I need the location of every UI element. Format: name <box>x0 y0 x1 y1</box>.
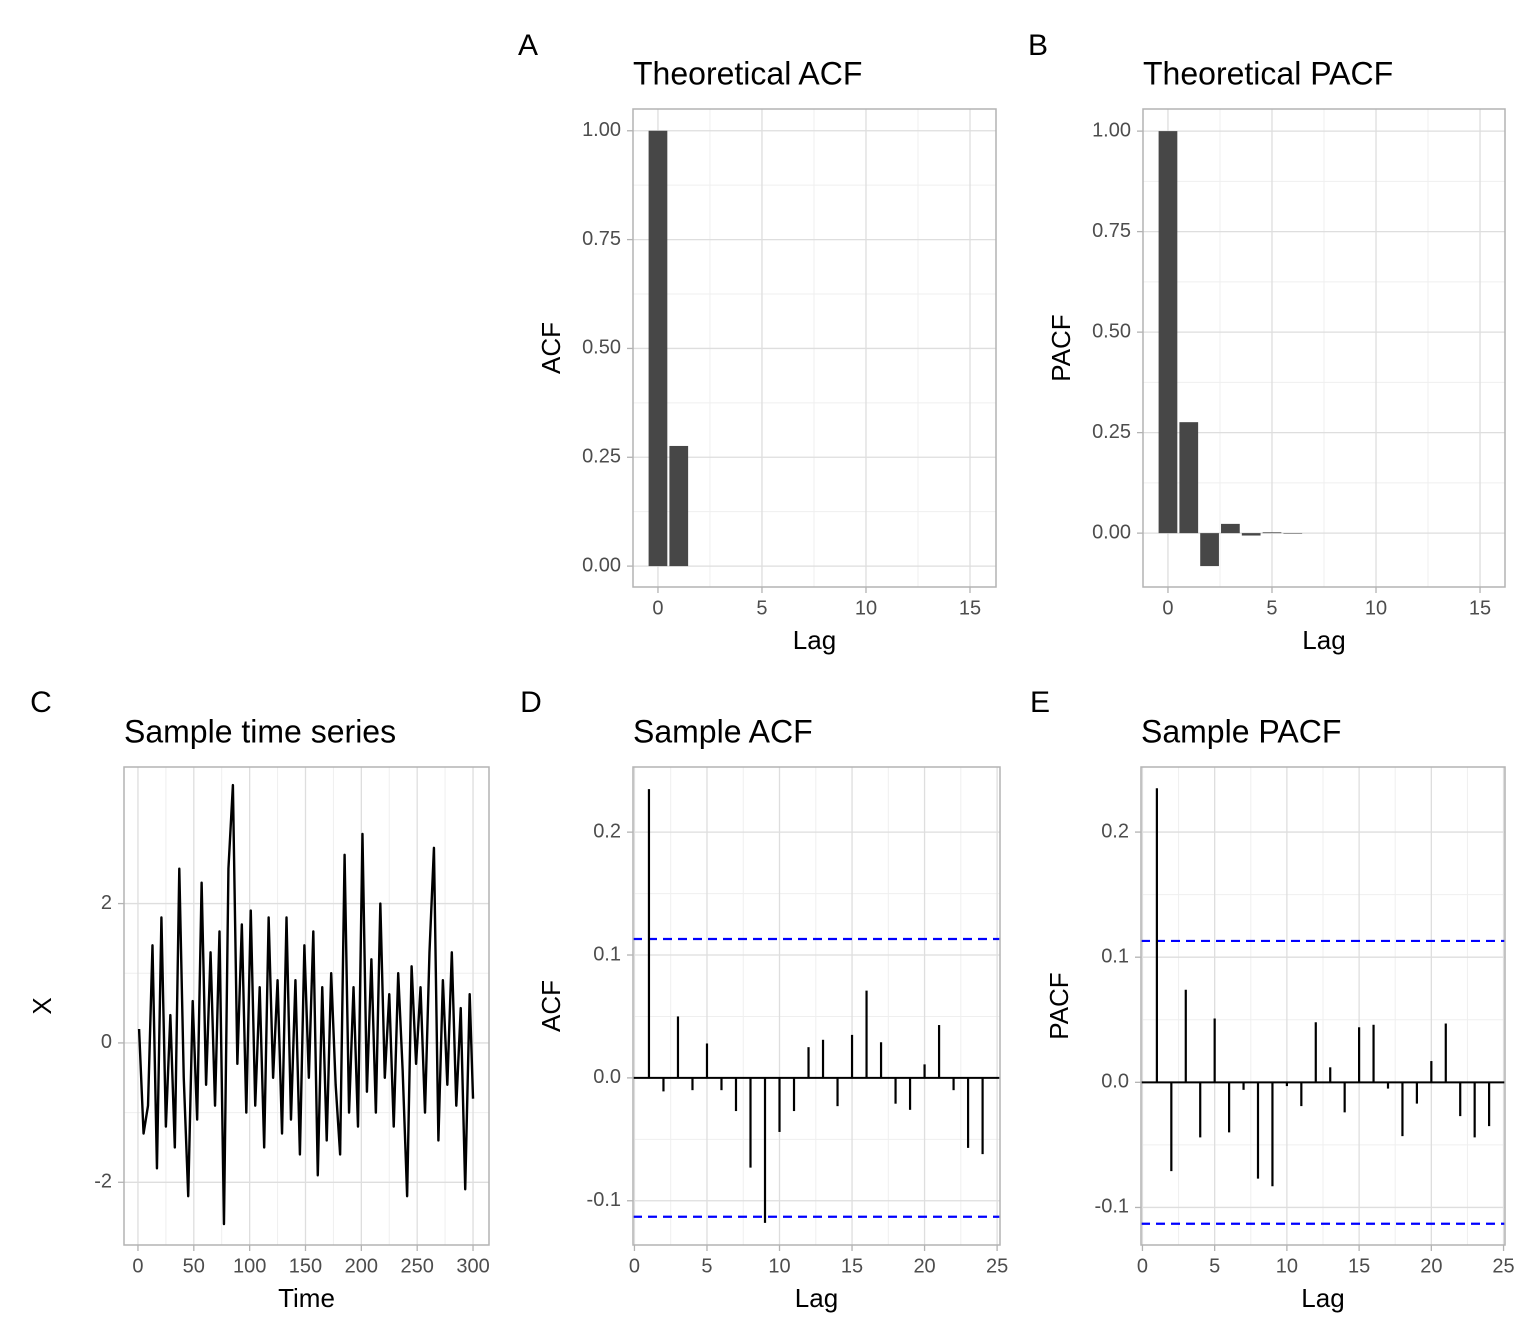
x-tick-label: 20 <box>913 1255 935 1277</box>
panel-border <box>1140 766 1506 1246</box>
y-axis-title: ACF <box>536 322 566 374</box>
bar <box>1158 131 1178 534</box>
y-tick-label: 0.25 <box>582 446 621 468</box>
panel-label: E <box>1030 686 1050 719</box>
panel: C Sample time series Time X -2 0 2 0 50 100 150 200… <box>27 686 490 1313</box>
y-tick-label: -0.1 <box>1095 1196 1129 1218</box>
x-tick-label: 10 <box>855 597 877 619</box>
x-tick-label: 300 <box>456 1255 489 1277</box>
x-tick-label: 0 <box>629 1255 640 1277</box>
x-axis-title: Lag <box>793 625 836 655</box>
y-tick-label: 0.50 <box>582 337 621 359</box>
x-tick-label: 0 <box>1162 597 1173 619</box>
x-tick-label: 200 <box>345 1255 378 1277</box>
chart-title: Sample PACF <box>1141 713 1341 749</box>
y-tick-label: 1.00 <box>582 119 621 141</box>
y-tick-label: 0.75 <box>582 228 621 250</box>
panel: B Theoretical PACF Lag PACF 0.00 0.25 0.50 0.75… <box>1028 29 1506 655</box>
y-tick-label: 0.2 <box>593 820 621 842</box>
panel-border <box>123 766 490 1246</box>
y-tick-label: 0.00 <box>582 554 621 576</box>
chart-title: Theoretical ACF <box>633 55 862 91</box>
panel-border <box>632 108 997 588</box>
y-tick-label: 0.1 <box>593 943 621 965</box>
x-tick-label: 5 <box>1266 597 1277 619</box>
bar <box>1283 533 1303 534</box>
y-tick-label: 0.50 <box>1092 320 1131 342</box>
x-tick-label: 250 <box>400 1255 433 1277</box>
bar <box>669 445 689 567</box>
x-axis-title: Lag <box>1301 1283 1344 1313</box>
y-tick-label: -2 <box>94 1171 112 1193</box>
y-axis-title: X <box>27 997 57 1014</box>
x-tick-label: 25 <box>986 1255 1008 1277</box>
x-tick-label: 15 <box>1348 1255 1370 1277</box>
bar <box>648 130 668 567</box>
x-tick-label: 15 <box>841 1255 863 1277</box>
x-tick-label: 50 <box>183 1255 205 1277</box>
x-tick-label: 5 <box>1209 1255 1220 1277</box>
y-axis-title: PACF <box>1044 972 1074 1039</box>
panel-label: B <box>1028 29 1048 62</box>
bar <box>1200 533 1219 567</box>
y-tick-label: 0.25 <box>1092 421 1131 443</box>
panel-label: C <box>30 686 52 719</box>
bar <box>1179 422 1199 534</box>
y-axis-title: ACF <box>536 980 566 1032</box>
x-tick-label: 20 <box>1420 1255 1442 1277</box>
panel-label: D <box>520 686 542 719</box>
x-tick-label: 5 <box>756 597 767 619</box>
x-tick-label: 10 <box>1276 1255 1298 1277</box>
y-tick-label: 1.00 <box>1092 119 1131 141</box>
panel-border <box>632 766 1001 1246</box>
x-tick-label: 15 <box>959 597 981 619</box>
bar <box>1241 533 1261 536</box>
y-tick-label: 0.75 <box>1092 220 1131 242</box>
x-tick-label: 10 <box>1365 597 1387 619</box>
panel-border <box>1142 108 1506 588</box>
y-tick-label: 0.2 <box>1101 820 1129 842</box>
x-tick-label: 10 <box>768 1255 790 1277</box>
panel-label: A <box>518 29 538 62</box>
y-axis-title: PACF <box>1046 314 1076 381</box>
x-tick-label: 5 <box>701 1255 712 1277</box>
x-tick-label: 150 <box>289 1255 322 1277</box>
x-tick-label: 0 <box>652 597 663 619</box>
series-line <box>137 783 475 1226</box>
x-tick-label: 15 <box>1469 597 1491 619</box>
y-tick-label: 0.00 <box>1092 521 1131 543</box>
y-tick-label: 0 <box>101 1031 112 1053</box>
y-tick-label: 2 <box>101 892 112 914</box>
bar <box>1221 523 1240 534</box>
panel: A Theoretical ACF Lag ACF 0.00 0.25 0.50 0.75 1.… <box>518 29 997 655</box>
y-tick-label: 0.0 <box>593 1066 621 1088</box>
x-tick-label: 100 <box>233 1255 266 1277</box>
chart-title: Sample ACF <box>633 713 813 749</box>
y-tick-label: -0.1 <box>587 1189 621 1211</box>
x-tick-label: 0 <box>1137 1255 1148 1277</box>
x-axis-title: Lag <box>795 1283 838 1313</box>
y-tick-label: 0.1 <box>1101 945 1129 967</box>
chart-title: Sample time series <box>124 713 396 749</box>
x-axis-title: Time <box>278 1283 335 1313</box>
x-axis-title: Lag <box>1302 625 1345 655</box>
x-tick-label: 25 <box>1492 1255 1514 1277</box>
chart-title: Theoretical PACF <box>1143 55 1393 91</box>
x-tick-label: 0 <box>132 1255 143 1277</box>
panel: E Sample PACF Lag PACF -0.1 0.0 0.1 0.2 0 5 10 15 20… <box>1030 686 1515 1313</box>
bar <box>1262 532 1282 534</box>
y-tick-label: 0.0 <box>1101 1071 1129 1093</box>
panel: D Sample ACF Lag ACF -0.1 0.0 0.1 0.2 0 5 10 15 20 25 <box>520 686 1008 1313</box>
